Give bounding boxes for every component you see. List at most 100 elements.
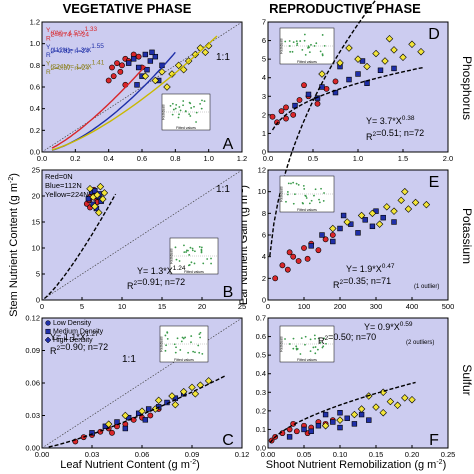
panel-letter-D: D xyxy=(428,26,440,43)
residual-inset: Fitted values Residuals xyxy=(280,175,335,213)
x-tick-label: 20 xyxy=(198,302,206,311)
point-red xyxy=(301,245,307,251)
point-yellow xyxy=(372,403,380,411)
fit-annotation: R2=0.50; n=70 xyxy=(318,332,376,346)
point-yellow xyxy=(399,53,407,62)
inset-point xyxy=(189,115,192,117)
inset-point xyxy=(314,337,316,340)
inset-point xyxy=(198,333,201,336)
point-yellow xyxy=(354,55,362,63)
right-phase-title: REPRODUCTIVE PHASE xyxy=(269,1,421,16)
inset-y-label: Residuals xyxy=(280,38,284,54)
inset-point xyxy=(176,337,179,340)
panel-A: 0.0 0.2 0.4 0.6 0.8 1.0 1.2 0.0 0.2 0.4 0.6 0.8 1.0 1… xyxy=(30,18,248,164)
point-red xyxy=(109,64,115,71)
inset-point xyxy=(202,262,205,265)
inset-point xyxy=(307,45,310,48)
point-blue xyxy=(92,188,98,194)
inset-point xyxy=(199,336,202,339)
point-red xyxy=(147,412,154,419)
point-yellow xyxy=(363,62,371,71)
left-y-axis-label: Stem Nutrient Content (g m-2) xyxy=(8,173,20,317)
inset-point xyxy=(297,183,300,186)
inset-point xyxy=(195,111,198,114)
inset-point xyxy=(174,107,177,110)
y-tick-label: 15 xyxy=(32,218,40,227)
equation-annotation: Y(112N)= 1.3*X1.55 xyxy=(46,43,104,54)
inset-x-label: Fitted values xyxy=(297,60,317,64)
point-yellow xyxy=(357,211,366,220)
inset-point xyxy=(286,191,289,193)
identity-line xyxy=(41,317,243,449)
inset-point xyxy=(296,42,299,45)
x-tick-label: 500 xyxy=(442,302,455,311)
x-tick-label: 0.5 xyxy=(308,154,318,163)
point-yellow xyxy=(336,59,344,67)
point-red xyxy=(295,258,302,264)
inset-point xyxy=(180,340,183,343)
y-tick-label: 0.6 xyxy=(256,332,266,341)
point-yellow xyxy=(375,220,384,228)
y-tick-label: 0.6 xyxy=(30,83,40,92)
point-blue xyxy=(301,426,307,433)
point-yellow xyxy=(408,395,416,404)
y-tick-label: 0.00 xyxy=(25,444,40,453)
inset-point xyxy=(310,43,312,46)
inset-point xyxy=(203,100,206,103)
point-blue xyxy=(366,417,372,423)
inset-point xyxy=(299,40,302,42)
point-blue xyxy=(351,421,358,427)
inset-point xyxy=(290,182,292,185)
inset-point xyxy=(284,338,286,340)
inset-point xyxy=(198,351,201,354)
x-tick-label: 0.06 xyxy=(135,450,150,459)
left-x-axis-label: Leaf Nutrient Content (g m-2) xyxy=(60,459,200,471)
point-yellow xyxy=(397,196,405,205)
point-yellow xyxy=(95,208,103,217)
y-tick-label: 1 xyxy=(262,129,266,138)
inset-point xyxy=(182,100,185,102)
inset-point xyxy=(193,262,196,265)
point-red xyxy=(105,77,112,84)
side-label-phosphorus: Phosphorus xyxy=(460,56,474,120)
point-blue xyxy=(144,66,150,73)
inset-point xyxy=(295,348,298,351)
point-yellow xyxy=(401,187,409,196)
inset-point xyxy=(201,352,204,355)
side-label-sulfur: Sulfur xyxy=(460,364,474,395)
inset-point xyxy=(301,48,304,51)
inset-point xyxy=(302,202,304,205)
x-tick-label: 0.0 xyxy=(263,154,273,163)
point-blue xyxy=(346,76,352,83)
point-yellow xyxy=(86,184,94,193)
point-red xyxy=(135,53,142,60)
x-tick-label: 0.00 xyxy=(35,450,50,459)
point-yellow xyxy=(368,209,377,218)
y-tick-label: 0.7 xyxy=(256,314,266,323)
point-yellow xyxy=(151,76,160,85)
inset-point xyxy=(299,353,302,355)
inset-point xyxy=(292,347,295,350)
fit-curve-224N xyxy=(51,35,218,151)
x-tick-label: 200 xyxy=(334,302,347,311)
inset-point xyxy=(323,45,326,47)
inset-point xyxy=(317,337,320,340)
y-tick-label: 4 xyxy=(262,252,266,261)
inset-point xyxy=(169,105,172,107)
outlier-note: (1 outlier) xyxy=(414,284,439,290)
equation-annotation: R2=0.74; n=24 xyxy=(46,31,89,42)
point-red xyxy=(269,113,276,120)
x-tick-label: 400 xyxy=(406,302,419,311)
y-tick-label: 0.12 xyxy=(25,314,40,323)
point-red xyxy=(283,115,289,122)
x-tick-label: 0.4 xyxy=(103,154,113,163)
inset-point xyxy=(323,337,325,340)
inset-x-label: Fitted values xyxy=(297,358,317,362)
inset-point xyxy=(315,42,318,45)
x-tick-label: 0.09 xyxy=(185,450,200,459)
point-blue xyxy=(355,71,361,77)
fit-annotation: Y= 3.7*X0.38 xyxy=(366,115,415,126)
y-tick-label: 3 xyxy=(262,92,266,101)
point-yellow xyxy=(383,203,391,211)
